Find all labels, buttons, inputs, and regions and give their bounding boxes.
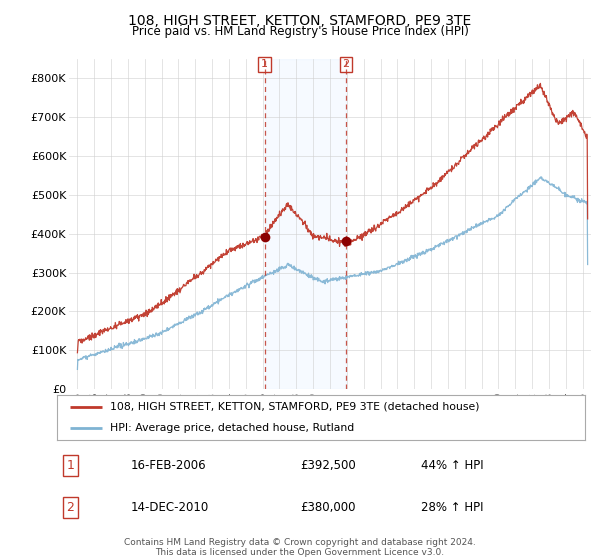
Text: £380,000: £380,000 — [300, 501, 355, 514]
Text: 44% ↑ HPI: 44% ↑ HPI — [421, 459, 484, 472]
Text: 2: 2 — [343, 59, 350, 69]
Text: 1: 1 — [261, 59, 268, 69]
Text: Price paid vs. HM Land Registry's House Price Index (HPI): Price paid vs. HM Land Registry's House … — [131, 25, 469, 38]
Text: 28% ↑ HPI: 28% ↑ HPI — [421, 501, 484, 514]
Text: HPI: Average price, detached house, Rutland: HPI: Average price, detached house, Rutl… — [110, 422, 354, 432]
Text: 108, HIGH STREET, KETTON, STAMFORD, PE9 3TE: 108, HIGH STREET, KETTON, STAMFORD, PE9 … — [128, 14, 472, 28]
Text: 108, HIGH STREET, KETTON, STAMFORD, PE9 3TE (detached house): 108, HIGH STREET, KETTON, STAMFORD, PE9 … — [110, 402, 479, 412]
Bar — [265, 59, 346, 389]
Text: 2: 2 — [66, 501, 74, 514]
Text: 14-DEC-2010: 14-DEC-2010 — [131, 501, 209, 514]
Text: 1: 1 — [66, 459, 74, 472]
Text: Contains HM Land Registry data © Crown copyright and database right 2024.
This d: Contains HM Land Registry data © Crown c… — [124, 538, 476, 557]
Text: 16-FEB-2006: 16-FEB-2006 — [131, 459, 206, 472]
Text: £392,500: £392,500 — [300, 459, 356, 472]
